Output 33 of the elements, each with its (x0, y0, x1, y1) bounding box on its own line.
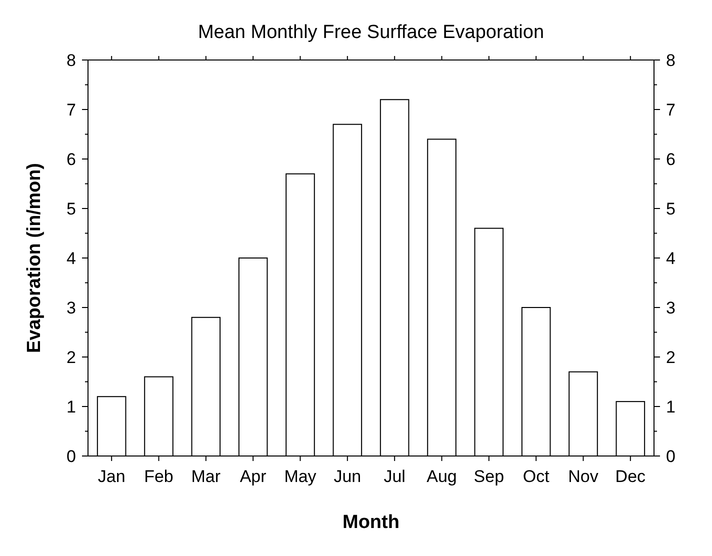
y2-tick-label: 3 (666, 298, 676, 318)
y-tick-label: 1 (66, 397, 76, 416)
x-tick-label: Dec (615, 467, 646, 486)
y2-tick-label: 1 (666, 397, 676, 416)
y2-tick-label: 4 (666, 248, 676, 268)
chart-title: Mean Monthly Free Surfface Evaporation (198, 22, 544, 43)
y2-tick-label: 2 (666, 348, 676, 367)
x-tick-label: Aug (426, 467, 457, 486)
x-tick-label: Feb (144, 467, 174, 486)
y-tick-label: 5 (66, 199, 76, 218)
x-tick-label: Apr (240, 467, 267, 486)
y-tick-label: 0 (66, 446, 76, 466)
y-tick-label: 7 (66, 100, 76, 120)
y2-tick-label: 7 (666, 100, 676, 120)
x-tick-label: Mar (191, 467, 221, 486)
x-tick-label: Jan (98, 467, 126, 486)
y-tick-label: 2 (66, 348, 76, 367)
y2-tick-label: 0 (666, 446, 676, 466)
x-tick-label: Oct (522, 467, 550, 486)
x-axis-title: Month (342, 512, 400, 533)
y-tick-label: 6 (66, 150, 76, 169)
y-tick-label: 3 (66, 298, 76, 318)
x-tick-label: May (284, 467, 317, 486)
x-tick-label: Nov (568, 467, 599, 486)
x-tick-label: Sep (474, 467, 504, 486)
x-tick-label: Jun (334, 467, 362, 486)
y2-tick-label: 5 (666, 199, 676, 218)
y2-tick-label: 6 (666, 150, 676, 169)
y-tick-label: 8 (66, 50, 76, 70)
y-tick-label: 4 (66, 248, 76, 268)
x-tick-label: Jul (384, 467, 406, 486)
y2-tick-label: 8 (666, 50, 676, 70)
y-axis-title: Evaporation (in/mon) (24, 163, 45, 353)
